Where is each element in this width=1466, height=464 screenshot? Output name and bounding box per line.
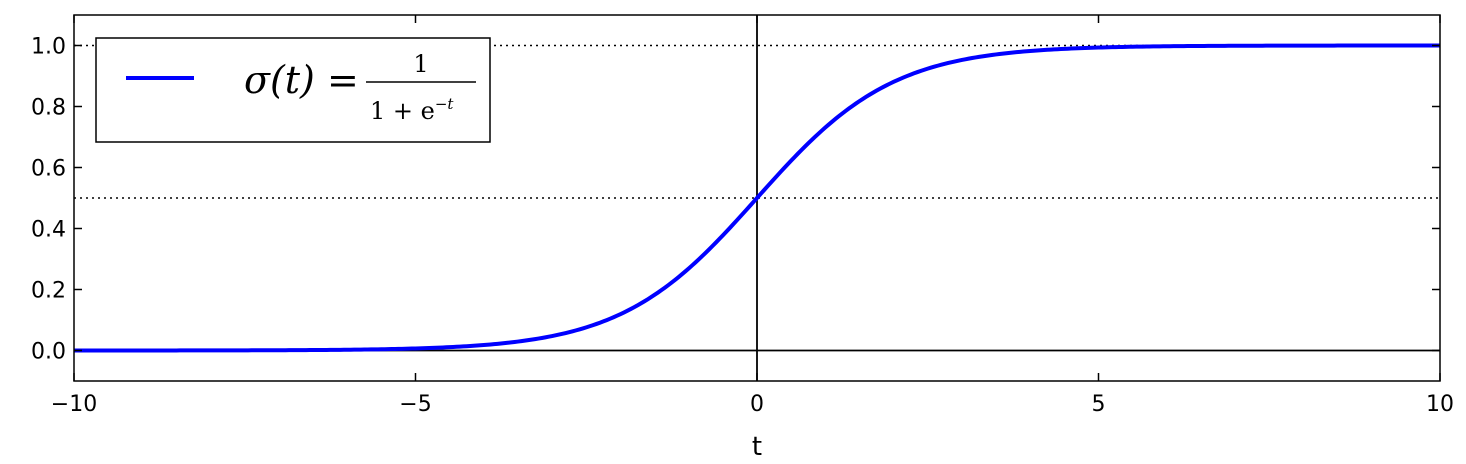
x-axis-title: t (752, 432, 762, 462)
x-tick-label: −5 (399, 392, 431, 417)
legend-denominator-exponent: −t (435, 95, 455, 113)
y-tick-label: 0.4 (31, 218, 66, 243)
y-tick-label: 0.2 (31, 279, 66, 304)
series-line-sigmoid (74, 43, 1440, 353)
legend-formula-numerator: 1 (413, 50, 428, 78)
x-tick-label: 5 (1092, 392, 1106, 417)
legend-denominator-base: 1 + e (370, 97, 435, 125)
series-layer (74, 43, 1440, 353)
y-tick-label: 0.8 (31, 96, 66, 121)
y-tick-label: 1.0 (31, 35, 66, 60)
y-tick-label: 0.0 (31, 340, 66, 365)
x-tick-label: −10 (51, 392, 97, 417)
legend-box (95, 37, 491, 143)
legend-formula-lhs: σ(t) = (244, 58, 359, 102)
ticks-layer: −10 −5 0 5 10 0.0 0.2 0.4 0.6 0.8 1.0 (31, 15, 1454, 417)
x-tick-label: 0 (750, 392, 764, 417)
legend-formula-denominator: 1 + e−t (370, 95, 454, 125)
y-tick-label: 0.6 (31, 157, 66, 182)
legend: σ(t) = 1 1 + e−t (95, 37, 491, 143)
x-tick-label: 10 (1426, 392, 1454, 417)
